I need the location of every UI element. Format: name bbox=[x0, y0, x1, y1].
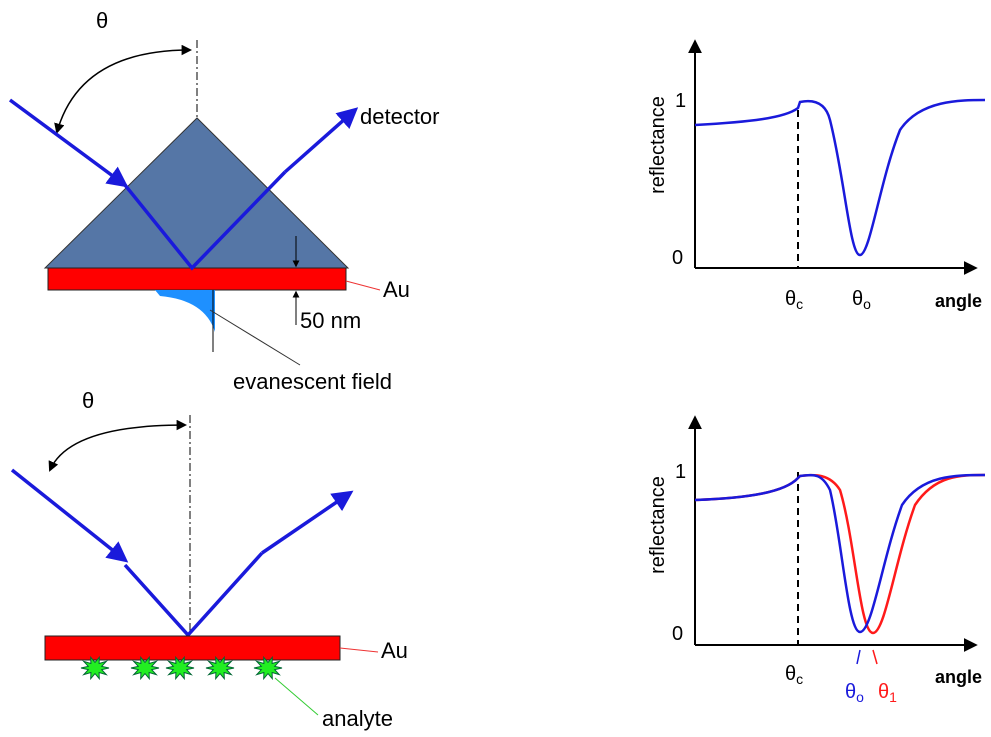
detector-label: detector bbox=[360, 104, 440, 129]
analyte-star bbox=[165, 655, 195, 681]
pointer bbox=[274, 677, 319, 716]
resonance-angle: θo bbox=[852, 288, 871, 312]
reflectance-curve bbox=[694, 98, 986, 257]
y-axis-label: reflectance bbox=[647, 476, 669, 574]
gold-label: Au bbox=[383, 277, 410, 302]
exit-ray bbox=[261, 490, 354, 555]
y-low-label: 0 bbox=[672, 247, 683, 269]
y-axis-label: reflectance bbox=[647, 96, 669, 194]
prism bbox=[43, 117, 350, 269]
incident-ray bbox=[10, 468, 129, 563]
analyte-star bbox=[80, 655, 110, 681]
angle-arc bbox=[54, 44, 193, 135]
y-high-label: 1 bbox=[675, 90, 686, 112]
reflected-ray bbox=[123, 551, 264, 638]
x-axis-label: angle bbox=[935, 667, 982, 687]
pointer bbox=[856, 649, 861, 665]
top-setup: θ detector Au 50 nm evanescent field bbox=[8, 8, 440, 394]
critical-angle: θc bbox=[785, 288, 803, 312]
reflectance-curve-before bbox=[694, 473, 986, 634]
analyte-star bbox=[205, 655, 235, 681]
bottom-plot: reflectance 1 0 θc θo θ1 angle bbox=[647, 415, 986, 705]
pointer bbox=[872, 649, 878, 665]
field-label: evanescent field bbox=[233, 369, 392, 394]
top-plot: reflectance 1 0 θc θo angle bbox=[647, 39, 986, 312]
resonance-angle-after: θ1 bbox=[878, 681, 897, 705]
pointer bbox=[339, 647, 379, 653]
y-high-label: 1 bbox=[675, 461, 686, 483]
angle-label: θ bbox=[96, 8, 108, 33]
analyte-molecules bbox=[80, 655, 283, 681]
bottom-setup: θ Au analyte bbox=[10, 388, 408, 731]
incident-ray bbox=[8, 98, 129, 188]
gold-film bbox=[47, 267, 347, 291]
analyte-star bbox=[130, 655, 160, 681]
critical-angle: θc bbox=[785, 663, 803, 687]
pointer bbox=[209, 309, 301, 366]
gold-label: Au bbox=[381, 638, 408, 663]
x-axis-label: angle bbox=[935, 291, 982, 311]
analyte-star bbox=[253, 655, 283, 681]
analyte-label: analyte bbox=[322, 706, 393, 731]
exit-ray bbox=[283, 107, 359, 174]
angle-arc bbox=[48, 419, 188, 472]
evanescent-field bbox=[155, 290, 215, 332]
y-low-label: 0 bbox=[672, 623, 683, 645]
pointer bbox=[345, 280, 381, 291]
thickness-label: 50 nm bbox=[300, 308, 361, 333]
resonance-angle-before: θo bbox=[845, 681, 864, 705]
angle-label: θ bbox=[82, 388, 94, 413]
reflected-ray bbox=[123, 170, 287, 271]
gold-film bbox=[44, 635, 341, 661]
